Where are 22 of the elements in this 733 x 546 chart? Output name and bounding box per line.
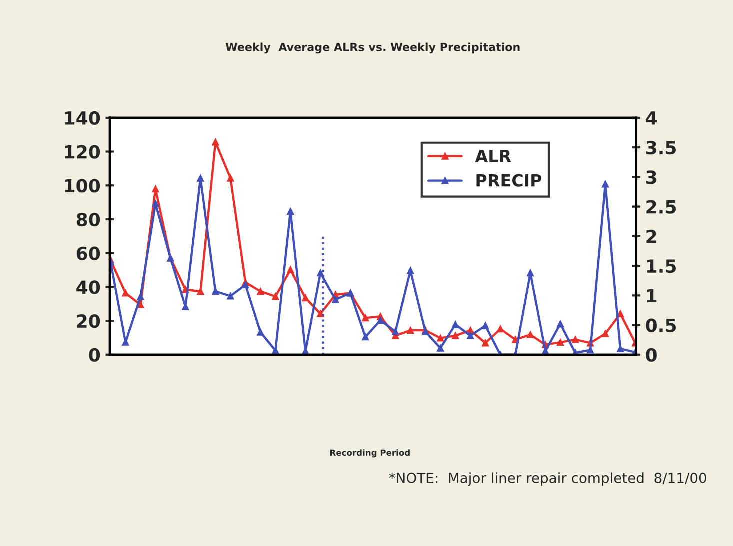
y-tick-label: 0 [89, 348, 100, 362]
y2-tick-label: 1 [647, 289, 657, 303]
legend-label: ALR [475, 150, 512, 162]
y2-tick-label: 3.5 [646, 141, 676, 155]
y2-tick-label: 2.5 [646, 200, 676, 214]
y-tick-label: 60 [76, 246, 100, 260]
y2-tick-label: 3 [646, 170, 656, 184]
text: *NOTE: Major liner repair completed 8/11/00 [389, 472, 706, 486]
y-tick-label: 120 [65, 145, 100, 159]
y-tick-label: 40 [76, 280, 100, 294]
y2-tick-label: 2 [646, 230, 656, 244]
y-tick-label: 20 [77, 314, 100, 328]
y-tick-label: 80 [76, 212, 100, 227]
y-tick-label: 100 [65, 179, 100, 193]
text: Recording Period [330, 450, 410, 458]
y2-tick-label: 1.5 [647, 260, 676, 274]
chart-title: Weekly Average ALRs vs. Weekly Precipitation [226, 42, 520, 54]
legend-label: PRECIP [476, 174, 542, 187]
y-tick-label: 140 [65, 111, 100, 126]
y2-tick-label: 4 [646, 112, 658, 125]
y2-tick-label: 0.5 [646, 318, 676, 332]
y2-tick-label: 0 [646, 348, 657, 362]
